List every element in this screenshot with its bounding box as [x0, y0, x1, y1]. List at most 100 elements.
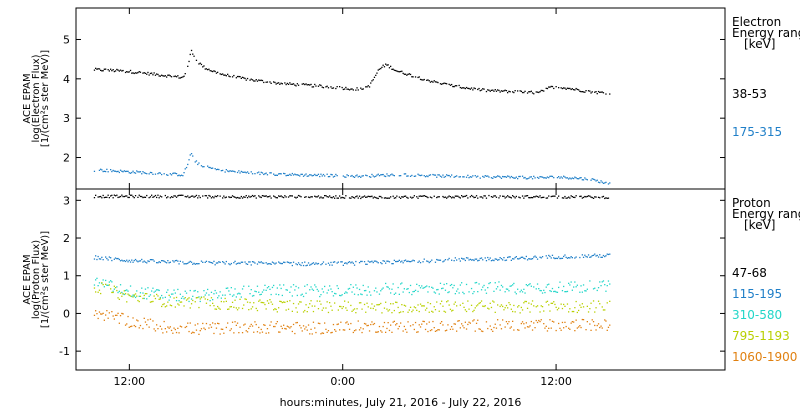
data-point-proton-1060-1900 [251, 325, 254, 327]
data-point-proton-47-68 [223, 195, 225, 197]
data-point-proton-1060-1900 [334, 329, 336, 331]
data-point-proton-47-68 [584, 195, 586, 198]
data-point-proton-115-195 [422, 261, 424, 263]
data-point-electron-38-53 [520, 90, 522, 92]
data-point-proton-310-580 [505, 288, 508, 290]
data-point-proton-47-68 [431, 197, 433, 199]
data-point-proton-47-68 [254, 195, 256, 197]
data-point-electron-38-53 [371, 80, 373, 82]
data-point-proton-795-1193 [322, 307, 325, 309]
data-point-proton-47-68 [586, 195, 588, 198]
data-point-proton-310-580 [134, 296, 137, 299]
data-point-proton-795-1193 [417, 304, 419, 306]
data-point-proton-115-195 [504, 259, 506, 262]
data-point-proton-47-68 [204, 195, 206, 197]
data-point-proton-1060-1900 [436, 330, 438, 332]
data-point-proton-1060-1900 [128, 326, 130, 328]
data-point-proton-795-1193 [478, 302, 480, 305]
data-point-proton-47-68 [356, 195, 358, 197]
data-point-proton-115-195 [495, 258, 498, 260]
data-point-proton-310-580 [143, 297, 145, 300]
data-point-proton-310-580 [345, 291, 347, 293]
data-point-proton-1060-1900 [543, 323, 545, 325]
data-point-proton-795-1193 [158, 298, 160, 300]
data-point-proton-795-1193 [307, 306, 310, 309]
data-point-electron-38-53 [207, 69, 209, 71]
data-point-electron-38-53 [111, 70, 113, 72]
data-point-electron-175-315 [302, 175, 305, 177]
data-point-proton-1060-1900 [330, 332, 332, 334]
data-point-proton-47-68 [228, 196, 230, 198]
data-point-proton-115-195 [129, 261, 132, 263]
data-point-proton-1060-1900 [301, 330, 303, 332]
data-point-proton-47-68 [304, 196, 306, 198]
data-point-electron-175-315 [112, 169, 114, 172]
data-point-proton-115-195 [361, 260, 363, 263]
data-point-electron-175-315 [114, 170, 117, 172]
data-point-proton-115-195 [553, 257, 555, 259]
data-point-proton-795-1193 [273, 309, 275, 311]
data-point-electron-38-53 [217, 71, 219, 73]
data-point-proton-310-580 [269, 288, 271, 290]
data-point-proton-1060-1900 [397, 328, 399, 330]
data-point-electron-175-315 [299, 175, 301, 177]
data-point-electron-175-315 [409, 175, 412, 177]
data-point-proton-310-580 [249, 293, 251, 295]
data-point-proton-1060-1900 [219, 333, 221, 335]
data-point-proton-310-580 [97, 285, 99, 287]
data-point-proton-310-580 [386, 286, 388, 288]
data-point-electron-38-53 [367, 85, 369, 87]
data-point-proton-115-195 [273, 262, 275, 264]
data-point-proton-795-1193 [558, 307, 560, 309]
data-point-electron-175-315 [599, 182, 601, 184]
data-point-proton-795-1193 [432, 311, 434, 313]
data-point-proton-115-195 [291, 264, 293, 267]
data-point-proton-47-68 [124, 195, 127, 197]
data-point-proton-795-1193 [599, 303, 601, 305]
data-point-proton-115-195 [340, 261, 342, 263]
data-point-electron-38-53 [321, 86, 323, 88]
data-point-proton-115-195 [533, 256, 535, 258]
legend-title-proton: Proton [732, 196, 771, 210]
data-point-electron-38-53 [305, 83, 307, 85]
data-point-proton-310-580 [182, 295, 184, 298]
data-point-proton-115-195 [534, 255, 536, 257]
data-point-proton-1060-1900 [605, 320, 607, 322]
data-point-electron-38-53 [175, 76, 178, 78]
data-point-electron-175-315 [128, 172, 130, 174]
data-point-proton-310-580 [463, 293, 465, 295]
data-point-proton-310-580 [229, 293, 231, 296]
data-point-proton-310-580 [443, 283, 445, 286]
data-point-proton-47-68 [245, 195, 247, 197]
data-point-electron-175-315 [468, 177, 470, 179]
data-point-electron-175-315 [417, 173, 419, 175]
data-point-proton-115-195 [428, 261, 430, 264]
data-point-proton-795-1193 [168, 294, 170, 296]
data-point-electron-175-315 [117, 170, 119, 172]
data-point-proton-115-195 [117, 257, 119, 260]
data-point-proton-795-1193 [396, 301, 398, 304]
data-point-electron-175-315 [250, 171, 252, 173]
data-point-proton-795-1193 [274, 308, 276, 310]
data-point-proton-1060-1900 [402, 330, 404, 332]
data-point-electron-175-315 [254, 173, 256, 175]
data-point-proton-47-68 [300, 196, 302, 198]
data-point-electron-175-315 [434, 174, 437, 176]
data-point-proton-1060-1900 [177, 327, 179, 329]
data-point-proton-47-68 [366, 196, 368, 198]
data-point-proton-310-580 [574, 281, 576, 283]
data-point-proton-795-1193 [207, 298, 209, 301]
data-point-electron-175-315 [326, 173, 328, 175]
data-point-proton-795-1193 [452, 309, 454, 311]
data-point-proton-115-195 [360, 260, 362, 263]
data-point-proton-47-68 [205, 195, 208, 197]
data-point-electron-38-53 [193, 55, 195, 57]
data-point-proton-310-580 [335, 293, 337, 295]
data-point-proton-1060-1900 [101, 313, 103, 315]
data-point-proton-310-580 [107, 284, 109, 286]
data-point-electron-175-315 [372, 175, 374, 177]
data-point-proton-795-1193 [192, 299, 194, 302]
data-point-proton-795-1193 [424, 309, 427, 311]
data-point-electron-38-53 [480, 89, 483, 91]
data-point-proton-795-1193 [180, 301, 183, 303]
